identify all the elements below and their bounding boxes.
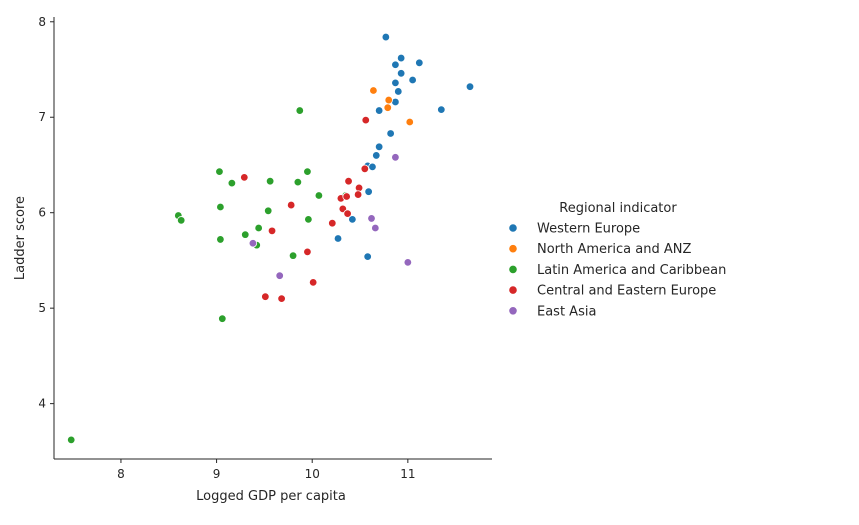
- point-western-europe: [465, 82, 475, 91]
- point-latin-america-and-caribbean: [288, 251, 298, 260]
- point-latin-america-and-caribbean: [176, 216, 186, 225]
- point-latin-america-and-caribbean: [67, 435, 76, 445]
- point-western-europe: [391, 78, 400, 88]
- point-central-and-eastern-europe: [303, 247, 312, 257]
- point-central-and-eastern-europe: [344, 176, 353, 186]
- point-central-and-eastern-europe: [360, 164, 370, 173]
- x-axis-title: Logged GDP per capita: [196, 489, 346, 504]
- legend-label-east-asia: East Asia: [537, 304, 596, 319]
- point-western-europe: [396, 69, 406, 78]
- legend-label-western-europe: Western Europe: [537, 222, 640, 237]
- point-central-and-eastern-europe: [240, 173, 249, 182]
- point-western-europe: [372, 151, 381, 160]
- point-western-europe: [368, 162, 377, 172]
- point-central-and-eastern-europe: [342, 192, 351, 201]
- y-tick-label: 8: [38, 15, 46, 29]
- point-western-europe: [374, 106, 384, 115]
- point-western-europe: [386, 129, 395, 138]
- point-western-europe: [415, 58, 424, 68]
- y-tick-label: 6: [38, 206, 46, 220]
- legend-marker-north-america-and-anz: [508, 244, 518, 254]
- point-western-europe: [374, 142, 384, 152]
- y-tick-label: 7: [38, 110, 46, 124]
- point-central-and-eastern-europe: [286, 200, 296, 210]
- point-east-asia: [391, 153, 400, 162]
- point-north-america-and-anz: [369, 86, 378, 95]
- x-tick-label: 11: [400, 467, 415, 481]
- point-western-europe: [394, 87, 403, 96]
- y-axis-title: Ladder score: [13, 196, 28, 280]
- legend-title: Regional indicator: [559, 201, 677, 216]
- point-east-asia: [371, 223, 380, 233]
- point-latin-america-and-caribbean: [314, 191, 324, 200]
- point-central-and-eastern-europe: [267, 226, 277, 236]
- point-central-and-eastern-europe: [343, 209, 352, 218]
- point-latin-america-and-caribbean: [303, 167, 312, 176]
- point-western-europe: [381, 32, 391, 42]
- legend-marker-western-europe: [508, 223, 518, 233]
- legend-label-central-and-eastern-europe: Central and Eastern Europe: [537, 284, 716, 299]
- point-central-and-eastern-europe: [361, 115, 370, 125]
- point-latin-america-and-caribbean: [293, 177, 303, 187]
- point-north-america-and-anz: [405, 117, 414, 127]
- point-central-and-eastern-europe: [261, 292, 270, 301]
- point-central-and-eastern-europe: [277, 294, 286, 303]
- legend-label-latin-america-and-caribbean: Latin America and Caribbean: [537, 263, 726, 278]
- point-east-asia: [248, 239, 258, 248]
- legend-marker-latin-america-and-caribbean: [508, 264, 518, 274]
- point-north-america-and-anz: [384, 95, 393, 105]
- point-latin-america-and-caribbean: [304, 215, 313, 224]
- point-north-america-and-anz: [383, 103, 392, 112]
- point-western-europe: [437, 105, 446, 114]
- y-ticks: 4 5 6 7 8: [38, 15, 54, 411]
- point-western-europe: [396, 53, 406, 63]
- legend-marker-central-and-eastern-europe: [508, 285, 518, 295]
- point-latin-america-and-caribbean: [216, 202, 225, 212]
- x-tick-label: 8: [117, 467, 125, 481]
- points-layer: [67, 32, 475, 445]
- point-latin-america-and-caribbean: [264, 206, 273, 215]
- point-western-europe: [348, 215, 357, 224]
- x-ticks: 8 9 10 11: [117, 459, 415, 481]
- point-central-and-eastern-europe: [353, 190, 363, 199]
- point-east-asia: [367, 214, 376, 223]
- point-western-europe: [333, 234, 343, 243]
- point-east-asia: [275, 271, 284, 280]
- point-western-europe: [408, 75, 417, 85]
- y-tick-label: 4: [38, 397, 46, 411]
- legend-marker-east-asia: [508, 306, 518, 316]
- y-tick-label: 5: [38, 301, 46, 315]
- point-latin-america-and-caribbean: [216, 235, 225, 244]
- point-latin-america-and-caribbean: [265, 176, 275, 186]
- x-tick-label: 9: [213, 467, 221, 481]
- legend-items: Western Europe North America and ANZ Latin…: [508, 222, 726, 319]
- point-central-and-eastern-europe: [308, 278, 318, 287]
- point-western-europe: [391, 60, 400, 69]
- point-western-europe: [364, 187, 373, 196]
- point-central-and-eastern-europe: [328, 219, 337, 228]
- x-tick-label: 10: [305, 467, 320, 481]
- point-east-asia: [403, 258, 413, 267]
- legend: Regional indicator Western Europe North A…: [508, 201, 726, 319]
- legend-label-north-america-and-anz: North America and ANZ: [537, 242, 691, 257]
- point-latin-america-and-caribbean: [227, 178, 237, 188]
- point-latin-america-and-caribbean: [295, 106, 304, 115]
- point-latin-america-and-caribbean: [254, 223, 263, 233]
- point-western-europe: [363, 252, 372, 261]
- point-latin-america-and-caribbean: [218, 314, 227, 323]
- point-latin-america-and-caribbean: [215, 167, 224, 176]
- point-latin-america-and-caribbean: [241, 230, 250, 239]
